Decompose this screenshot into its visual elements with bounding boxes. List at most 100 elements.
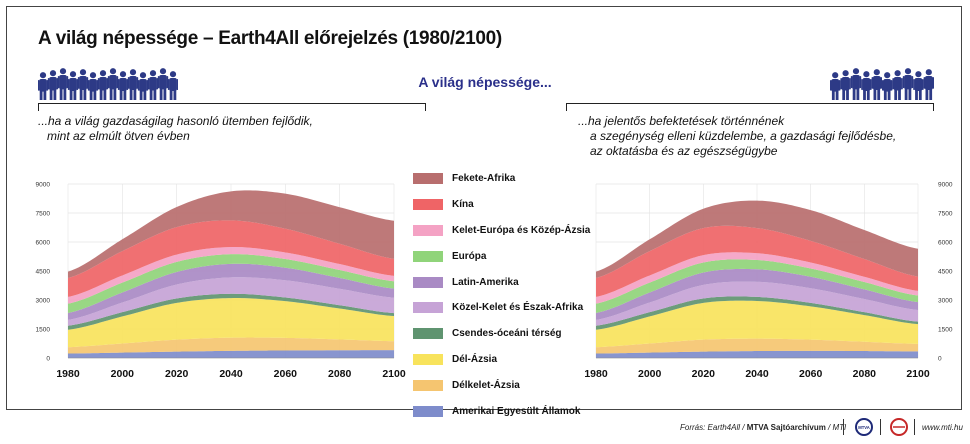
legend-swatch bbox=[413, 353, 443, 365]
legend-swatch bbox=[413, 199, 443, 211]
chart-left: 0 1500 3000 4500 6000 7500 9000 1980 2000 2020 204… bbox=[36, 182, 406, 381]
y-tick-label: 1500 bbox=[938, 327, 953, 334]
legend-label: Amerikai Egyesült Államok bbox=[452, 405, 581, 417]
y-tick-label: 0 bbox=[938, 356, 942, 363]
people-silhouettes-right-icon bbox=[830, 68, 934, 100]
x-tick-label: 2000 bbox=[111, 368, 135, 380]
area-series-8 bbox=[68, 220, 394, 297]
legend-swatch bbox=[413, 250, 443, 262]
right-scenario-line-1: ...ha jelentős befektetések történnének bbox=[578, 114, 785, 128]
person-silhouette bbox=[38, 72, 49, 100]
person-silhouette bbox=[97, 70, 109, 100]
right-scenario-text: ...ha jelentős befektetések történnének … bbox=[578, 114, 896, 159]
area-series-2 bbox=[596, 300, 918, 348]
y-tick-label: 9000 bbox=[938, 182, 953, 189]
legend-item: Fekete-Afrika bbox=[413, 166, 590, 192]
legend-item: Dél-Ázsia bbox=[413, 347, 590, 373]
legend-swatch bbox=[413, 173, 443, 185]
y-tick-label: 4500 bbox=[36, 269, 51, 276]
legend-label: Kína bbox=[452, 199, 474, 211]
legend-item: Délkelet-Ázsia bbox=[413, 372, 590, 398]
footer-separator bbox=[843, 419, 844, 435]
x-tick-label: 2100 bbox=[382, 368, 406, 380]
area-series-4 bbox=[68, 277, 394, 326]
person-silhouette bbox=[902, 68, 914, 100]
legend-item: Csendes-óceáni térség bbox=[413, 321, 590, 347]
left-scenario-line-2: mint az elmúlt ötven évben bbox=[47, 129, 190, 143]
page-title: A világ népessége – Earth4All előrejelzé… bbox=[38, 28, 502, 49]
area-series-1 bbox=[68, 337, 394, 354]
y-tick-label: 9000 bbox=[36, 182, 51, 189]
y-tick-label: 3000 bbox=[938, 298, 953, 305]
footer-separator bbox=[914, 419, 915, 435]
legend-label: Európa bbox=[452, 250, 487, 262]
area-series-7 bbox=[596, 252, 918, 304]
area-series-6 bbox=[596, 259, 918, 313]
person-silhouette bbox=[830, 72, 841, 100]
legend-swatch bbox=[413, 276, 443, 288]
legend-label: Kelet-Európa és Közép-Ázsia bbox=[452, 224, 591, 236]
legend-item: Amerikai Egyesült Államok bbox=[413, 398, 590, 424]
y-tick-label: 3000 bbox=[36, 298, 51, 305]
source-suffix: / MTI bbox=[825, 423, 847, 432]
x-tick-label: 1980 bbox=[584, 368, 608, 380]
source-credit: Forrás: Earth4All / MTVA Sajtóarchívum /… bbox=[680, 423, 846, 432]
legend-item: Kelet-Európa és Közép-Ázsia bbox=[413, 218, 590, 244]
person-silhouette bbox=[87, 72, 99, 100]
area-series-6 bbox=[68, 254, 394, 313]
legend-item: Közel-Kelet és Észak-Afrika bbox=[413, 295, 590, 321]
legend-item: Európa bbox=[413, 243, 590, 269]
legend: Fekete-Afrika Kína Kelet-Európa és Közép-Á… bbox=[413, 166, 590, 424]
x-tick-label: 2060 bbox=[799, 368, 823, 380]
source-bold: MTVA Sajtóarchívum bbox=[746, 423, 826, 432]
people-silhouettes-left-icon bbox=[38, 68, 178, 100]
y-tick-label: 7500 bbox=[938, 211, 953, 218]
person-silhouette bbox=[107, 68, 119, 100]
area-series-9 bbox=[68, 190, 394, 278]
left-bracket bbox=[38, 103, 426, 111]
x-tick-label: 2040 bbox=[745, 368, 769, 380]
legend-label: Délkelet-Ázsia bbox=[452, 379, 520, 391]
footer-separator bbox=[880, 419, 881, 435]
right-scenario-line-3: az oktatásba és az egészségügybe bbox=[590, 144, 778, 158]
x-tick-label: 2080 bbox=[328, 368, 352, 380]
mti-logo-icon bbox=[890, 418, 908, 436]
area-series-3 bbox=[68, 293, 394, 330]
legend-swatch bbox=[413, 405, 443, 417]
legend-item: Kína bbox=[413, 192, 590, 218]
legend-label: Dél-Ázsia bbox=[452, 353, 498, 365]
y-tick-label: 6000 bbox=[36, 240, 51, 247]
y-tick-label: 7500 bbox=[36, 211, 51, 218]
person-silhouette bbox=[882, 72, 893, 100]
mtva-logo-text: MTVA bbox=[858, 425, 870, 430]
x-tick-label: 2040 bbox=[219, 368, 243, 380]
footer: Forrás: Earth4All / MTVA Sajtóarchívum /… bbox=[0, 418, 970, 438]
y-tick-label: 4500 bbox=[938, 269, 953, 276]
person-silhouette bbox=[850, 68, 862, 100]
area-series-4 bbox=[596, 281, 918, 326]
y-tick-label: 1500 bbox=[36, 327, 51, 334]
person-silhouette bbox=[923, 69, 934, 100]
legend-label: Csendes-óceáni térség bbox=[452, 328, 562, 340]
x-tick-label: 2000 bbox=[638, 368, 662, 380]
legend-swatch bbox=[413, 379, 443, 391]
right-bracket bbox=[566, 103, 934, 111]
person-silhouette bbox=[861, 71, 872, 100]
x-tick-label: 2020 bbox=[165, 368, 189, 380]
area-series-7 bbox=[68, 247, 394, 304]
chart-right: 0 1500 3000 4500 6000 7500 9000 1980 2000 2020 204… bbox=[584, 182, 953, 381]
person-silhouette bbox=[871, 69, 882, 100]
legend-swatch bbox=[413, 224, 443, 236]
area-series-3 bbox=[596, 296, 918, 330]
x-tick-label: 2020 bbox=[692, 368, 716, 380]
y-tick-label: 0 bbox=[46, 356, 50, 363]
person-silhouette bbox=[77, 69, 89, 100]
area-series-2 bbox=[68, 298, 394, 348]
area-series-0 bbox=[596, 350, 918, 358]
person-silhouette bbox=[840, 70, 851, 100]
legend-label: Latin-Amerika bbox=[452, 276, 519, 288]
legend-item: Latin-Amerika bbox=[413, 269, 590, 295]
person-silhouette bbox=[67, 71, 79, 100]
person-silhouette bbox=[157, 68, 169, 100]
area-series-0 bbox=[68, 350, 394, 358]
